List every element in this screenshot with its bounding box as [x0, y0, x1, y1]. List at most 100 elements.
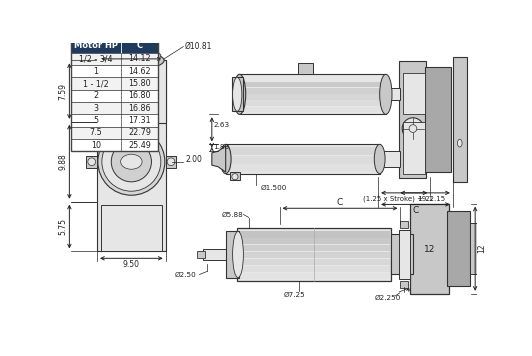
- Ellipse shape: [409, 125, 417, 132]
- Text: 5: 5: [94, 116, 98, 125]
- Bar: [227, 231, 239, 278]
- Bar: [238, 259, 390, 265]
- Bar: [71, 127, 158, 139]
- Bar: [227, 156, 379, 164]
- Text: 14.12: 14.12: [128, 54, 151, 63]
- Ellipse shape: [98, 51, 164, 70]
- Bar: [71, 39, 158, 151]
- Text: 25.49: 25.49: [128, 141, 151, 150]
- Bar: [239, 74, 386, 114]
- Ellipse shape: [375, 145, 385, 174]
- Text: 10: 10: [91, 141, 101, 150]
- Ellipse shape: [111, 142, 152, 182]
- Bar: [101, 205, 162, 251]
- Bar: [71, 139, 158, 151]
- Bar: [71, 53, 158, 65]
- Bar: [380, 151, 401, 167]
- Bar: [238, 252, 390, 258]
- Text: 17.31: 17.31: [128, 116, 151, 125]
- Bar: [232, 77, 243, 111]
- Bar: [97, 61, 165, 251]
- Text: Motor HP: Motor HP: [74, 41, 118, 50]
- Ellipse shape: [88, 158, 96, 166]
- Ellipse shape: [380, 74, 392, 114]
- Ellipse shape: [102, 132, 161, 191]
- Text: Ø7.25: Ø7.25: [284, 292, 306, 298]
- Text: Ø10.81: Ø10.81: [185, 42, 212, 51]
- Bar: [125, 51, 137, 61]
- Bar: [238, 266, 390, 272]
- Text: 12: 12: [478, 244, 487, 253]
- Text: C: C: [337, 198, 343, 206]
- Bar: [71, 114, 158, 127]
- Ellipse shape: [121, 154, 142, 169]
- Bar: [238, 245, 390, 251]
- Ellipse shape: [98, 128, 165, 195]
- Text: 1 - 1/2: 1 - 1/2: [83, 79, 109, 88]
- Text: 2.00: 2.00: [186, 155, 203, 164]
- Bar: [197, 251, 205, 258]
- Bar: [71, 39, 158, 53]
- Text: Ø5.88: Ø5.88: [222, 211, 244, 218]
- Text: 2.63: 2.63: [213, 122, 229, 128]
- Bar: [238, 231, 390, 237]
- Text: 7.59: 7.59: [59, 83, 68, 100]
- Text: 22.79: 22.79: [128, 128, 151, 137]
- Bar: [480, 227, 487, 271]
- Ellipse shape: [458, 139, 462, 147]
- Bar: [399, 61, 427, 178]
- Bar: [240, 88, 385, 94]
- Bar: [86, 156, 97, 168]
- Bar: [230, 172, 239, 180]
- Bar: [453, 57, 467, 182]
- Text: 19.1: 19.1: [417, 196, 433, 202]
- Text: 3: 3: [94, 104, 98, 112]
- Bar: [403, 122, 425, 174]
- Bar: [226, 145, 380, 174]
- Bar: [237, 228, 391, 281]
- Bar: [227, 164, 379, 172]
- Text: 1/2 - 3/4: 1/2 - 3/4: [79, 54, 113, 63]
- Text: 15.80: 15.80: [128, 79, 151, 88]
- Bar: [411, 204, 450, 294]
- Text: 16.80: 16.80: [128, 91, 151, 100]
- Text: 9.50: 9.50: [123, 260, 140, 269]
- Text: 7.5: 7.5: [89, 128, 102, 137]
- Ellipse shape: [232, 77, 242, 111]
- Bar: [71, 77, 158, 90]
- Text: 1.88: 1.88: [213, 145, 229, 151]
- Text: 9.88: 9.88: [59, 153, 68, 170]
- Ellipse shape: [232, 231, 243, 278]
- Ellipse shape: [402, 118, 423, 139]
- Text: C: C: [136, 41, 143, 50]
- Ellipse shape: [220, 145, 231, 174]
- Bar: [71, 90, 158, 102]
- Bar: [240, 100, 385, 106]
- Bar: [203, 249, 227, 260]
- Bar: [298, 63, 313, 74]
- Bar: [470, 223, 482, 274]
- Bar: [97, 61, 165, 123]
- Bar: [240, 82, 385, 87]
- Bar: [399, 230, 411, 279]
- Text: Ø1.500: Ø1.500: [260, 184, 287, 190]
- Bar: [227, 147, 379, 155]
- Ellipse shape: [104, 53, 159, 67]
- Text: 12: 12: [424, 245, 436, 254]
- Text: 14.62: 14.62: [128, 67, 151, 76]
- Bar: [401, 221, 408, 228]
- Bar: [71, 65, 158, 77]
- Ellipse shape: [234, 74, 246, 114]
- Text: Ø2.50: Ø2.50: [175, 272, 196, 277]
- Bar: [403, 73, 425, 114]
- Bar: [425, 67, 451, 172]
- Text: 5.75: 5.75: [59, 218, 68, 235]
- Bar: [240, 107, 385, 112]
- Bar: [240, 94, 385, 100]
- Polygon shape: [212, 146, 226, 172]
- Text: (1.25 x Stroke) + 22.15: (1.25 x Stroke) + 22.15: [363, 196, 445, 202]
- Text: Ø2.250: Ø2.250: [374, 295, 401, 300]
- Bar: [447, 211, 470, 286]
- Bar: [71, 102, 158, 114]
- Bar: [391, 235, 413, 274]
